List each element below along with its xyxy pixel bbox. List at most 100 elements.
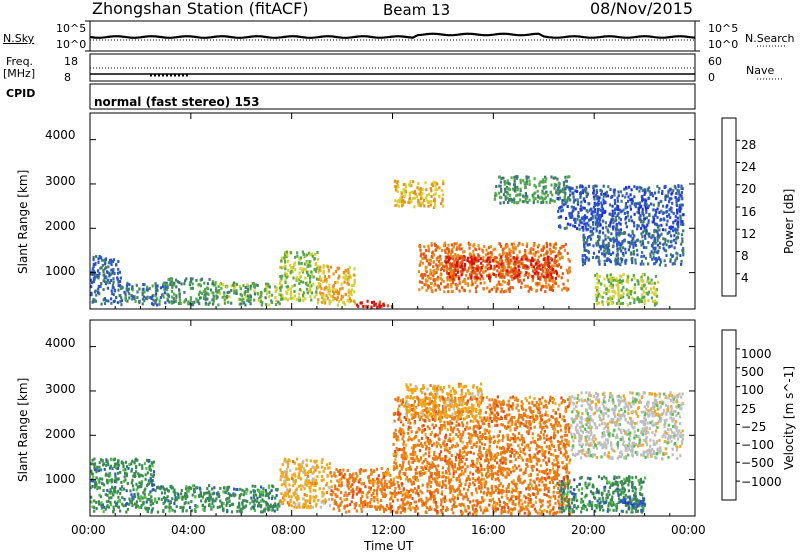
panel1-data-cell [111,292,114,296]
panel1-data-cell [597,279,600,283]
panel2-data-cell [143,462,146,466]
panel1-data-cell [671,225,674,229]
panel1-data-cell [204,292,207,296]
panel1-data-cell [648,190,651,194]
panel1-data-cell [551,258,554,262]
panel2-data-cell [133,460,136,464]
panel1-data-cell [669,216,672,220]
panel1-data-cell [630,201,633,205]
panel1-data-cell [347,278,350,282]
panel1-data-cell [397,204,401,208]
panel1-data-cell [505,187,508,191]
panel1-data-cell [554,264,557,268]
panel1-data-cell [545,245,548,249]
panel1-data-cell [562,183,566,186]
panel2-data-cell [337,504,340,508]
panel1-data-cell [151,284,154,288]
panel2-data-cell [100,501,103,505]
panel1-data-cell [581,254,584,258]
panel1-data-cell [593,197,596,201]
panel1-data-cell [522,194,525,198]
panel1-data-cell [547,265,551,268]
panel1-data-cell [143,299,146,303]
panel2-data-cell [152,502,155,506]
panel1-data-cell [600,203,604,207]
panel1-data-cell [548,285,552,289]
panel1-data-cell [621,241,624,245]
panel1-data-cell [546,260,550,264]
panel1-data-cell [418,264,421,268]
panel1-data-cell [584,216,587,220]
panel1-data-cell [146,295,149,299]
panel1-data-cell [434,192,437,196]
panel1-data-cell [279,286,282,290]
panel1-data-cell [120,296,123,300]
panel1-data-cell [611,209,614,213]
panel1-data-cell [190,279,193,283]
panel2-data-cell [529,494,532,498]
panel1-data-cell [597,221,600,225]
panel1-data-cell [581,263,585,267]
panel1-data-cell [651,194,655,198]
panel1-data-cell [405,185,408,188]
panel2-data-cell [106,505,109,509]
panel2-data-cell [92,462,95,466]
panel1-data-cell [302,252,305,256]
panel1-data-cell [653,191,657,195]
panel1-data-cell [650,250,653,254]
panel1-data-cell [645,291,648,295]
panel1-data-cell [92,280,95,284]
panel1-data-cell [626,278,629,282]
panel1-data-cell [487,267,490,270]
panel1-data-cell [98,254,101,258]
panel1-data-cell [267,303,270,307]
panel1-data-cell [509,286,512,290]
panel1-data-cell [576,217,579,221]
panel2-data-cell [117,477,120,481]
panel2-data-cell [338,473,341,476]
panel1-data-cell [552,245,555,249]
panel1-data-cell [463,250,466,254]
panel1-data-cell [675,237,678,241]
panel2-data-cell [360,497,363,500]
panel1-data-cell [644,201,647,205]
panel1-data-cell [541,197,544,201]
panel1-data-cell [501,274,504,278]
panel1-data-cell [585,228,588,232]
panel2-data-cell [480,471,483,475]
panel2-data-cell [308,501,311,505]
panel1-data-cell [173,300,176,304]
panel1-data-cell [531,193,534,197]
panel1-data-cell [468,246,471,250]
panel1-data-cell [509,197,513,201]
panel1-data-cell [176,280,179,284]
panel2-data-cell [150,499,153,503]
panel1-data-cell [417,200,420,204]
panel1-data-cell [336,267,340,271]
panel1-data-cell [652,215,655,219]
panel2-data-cell [322,469,325,473]
panel1-data-cell [645,216,648,220]
panel2-data-cell [211,487,214,491]
panel2-data-cell [269,491,272,495]
panel2-data-cell [384,493,388,497]
panel1-data-cell [336,303,339,307]
panel1-data-cell [589,237,593,241]
panel1-data-cell [206,286,209,290]
panel1-data-cell [558,250,561,254]
panel1-data-cell [454,275,457,279]
panel1-data-cell [622,285,625,289]
panel2-data-cell [150,461,153,465]
panel1-data-cell [537,276,540,280]
panel1-data-cell [297,296,301,300]
panel1-data-cell [207,292,210,296]
panel1-data-cell [517,271,520,275]
panel1-data-cell [191,277,194,281]
panel1-data-cell [558,256,561,260]
panel2-data-cell [392,509,395,513]
panel1-data-cell [452,279,455,283]
panel1-data-cell [469,263,472,267]
panel1-data-cell [170,301,173,305]
panel2-data-cell [390,494,393,498]
panel1-data-cell [480,265,483,269]
